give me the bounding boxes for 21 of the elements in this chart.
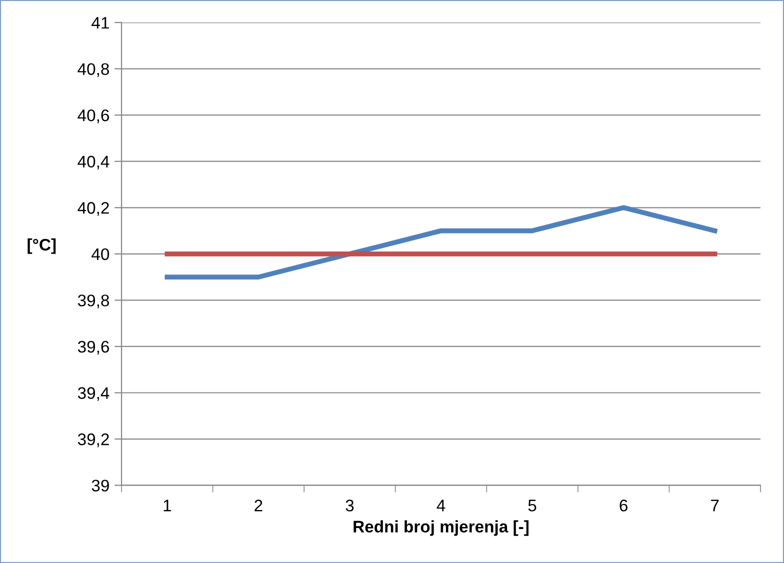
x-axis-title: Redni broj mjerenja [-] bbox=[354, 520, 529, 536]
y-tick-label: 40 bbox=[92, 248, 110, 260]
x-tick-label: 5 bbox=[528, 500, 536, 512]
x-tick-label: 7 bbox=[711, 500, 719, 512]
x-tick-label: 1 bbox=[164, 500, 171, 512]
y-tick-label: 39,2 bbox=[78, 433, 109, 448]
y-tick-label: 40,4 bbox=[78, 156, 110, 170]
y-tick-label: 39,8 bbox=[78, 294, 109, 308]
y-axis-title: [°C] bbox=[28, 238, 56, 254]
line-series bbox=[164, 205, 718, 280]
y-tick-label: 40,6 bbox=[78, 109, 109, 124]
x-tick-label: 6 bbox=[620, 500, 628, 512]
y-tick-label: 41 bbox=[92, 17, 109, 29]
y-tick-label: 40,2 bbox=[78, 202, 109, 216]
y-tick-label: 39,6 bbox=[78, 340, 109, 355]
y-tick-label: 39 bbox=[92, 480, 109, 492]
x-tick-label: 3 bbox=[346, 500, 354, 512]
y-tick-label: 40,8 bbox=[78, 63, 109, 77]
y-tick-label: 39,4 bbox=[78, 387, 110, 401]
x-tick-label: 4 bbox=[436, 500, 446, 512]
x-tick-label: 2 bbox=[254, 500, 262, 512]
